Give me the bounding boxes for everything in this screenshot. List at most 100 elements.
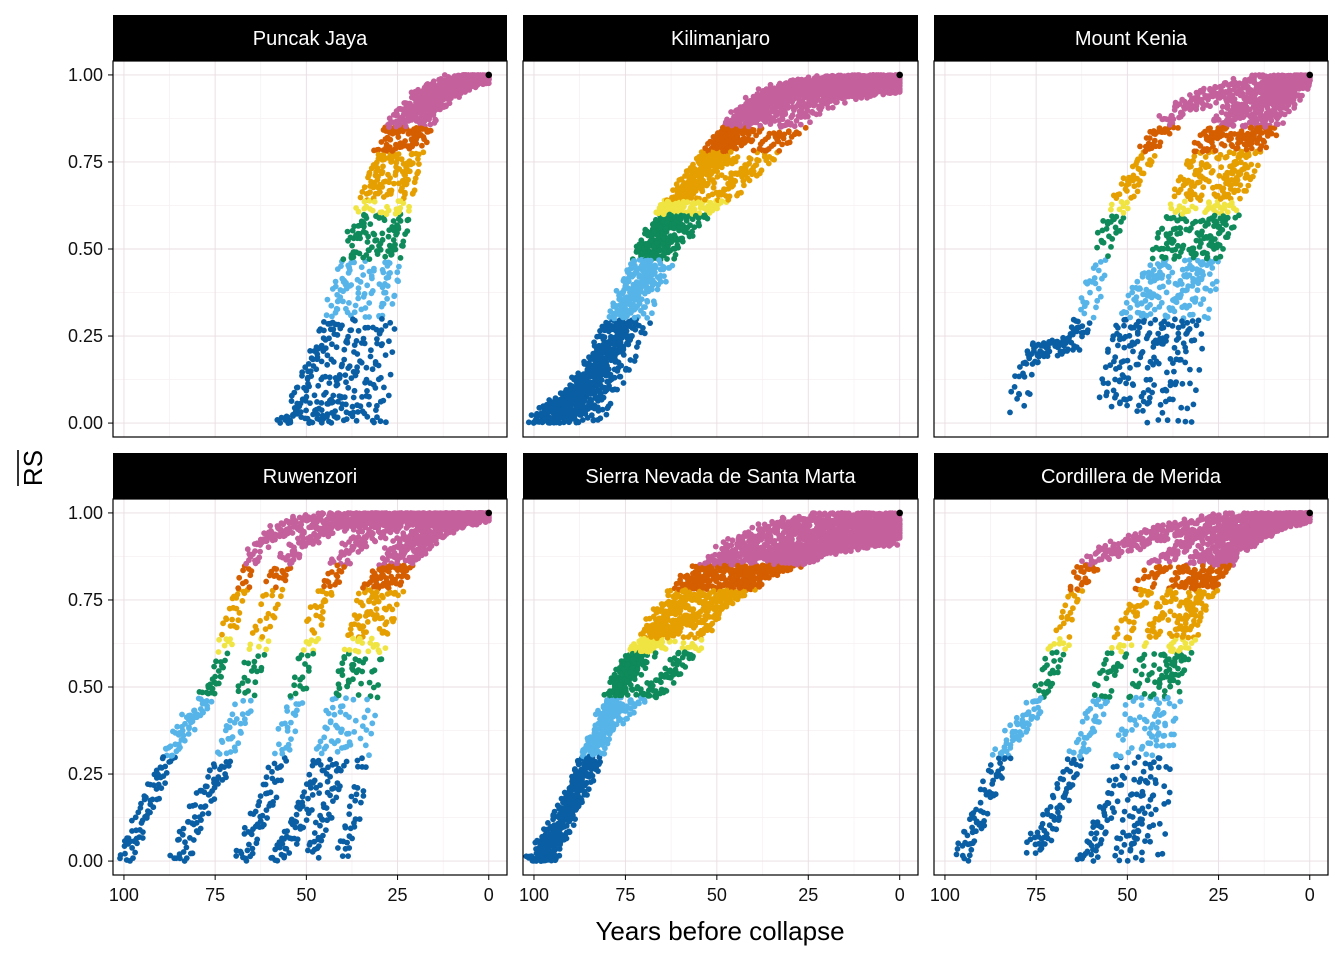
data-point [862, 82, 868, 88]
data-point [1182, 106, 1188, 112]
data-point [742, 136, 748, 142]
data-point [352, 388, 358, 394]
data-point [1137, 166, 1143, 172]
data-point [477, 73, 483, 79]
data-point [804, 107, 810, 113]
data-point [322, 374, 328, 380]
data-point [787, 139, 793, 145]
data-point [728, 149, 734, 155]
data-point [379, 316, 385, 322]
data-point [658, 273, 664, 279]
data-point [289, 398, 295, 404]
data-point [324, 414, 330, 420]
data-point [597, 349, 603, 355]
data-point [1109, 202, 1115, 208]
data-point [277, 420, 283, 426]
data-point [335, 382, 341, 388]
data-point [403, 123, 409, 129]
data-point [771, 157, 777, 163]
data-point [807, 119, 813, 125]
data-point [355, 296, 361, 302]
data-point [1046, 349, 1052, 355]
data-point [582, 410, 588, 416]
data-point [874, 78, 880, 84]
data-point [1251, 76, 1257, 82]
data-point [356, 209, 362, 215]
data-point [340, 299, 346, 305]
data-point [871, 92, 877, 98]
data-point [610, 300, 616, 306]
data-point [350, 404, 356, 410]
data-point [576, 419, 582, 425]
data-point [1085, 327, 1091, 333]
data-point [422, 95, 428, 101]
data-point [883, 84, 889, 90]
data-point [418, 119, 424, 125]
data-point [349, 243, 355, 249]
data-point [324, 362, 330, 368]
data-point [1091, 315, 1097, 321]
data-point [354, 418, 360, 424]
data-point [343, 379, 349, 385]
data-point [803, 90, 809, 96]
data-point [1070, 326, 1076, 332]
data-point [396, 208, 402, 214]
data-point [671, 226, 677, 232]
data-point [380, 284, 386, 290]
data-point [757, 123, 763, 129]
data-point [649, 310, 655, 316]
data-point [381, 301, 387, 307]
data-point [1217, 84, 1223, 90]
data-point [831, 95, 837, 101]
data-point [354, 338, 360, 344]
data-point [707, 176, 713, 182]
data-point [313, 366, 319, 372]
data-point [366, 300, 372, 306]
data-point [664, 256, 670, 262]
data-point [1007, 410, 1013, 416]
data-point [374, 160, 380, 166]
data-point [303, 388, 309, 394]
data-point [402, 192, 408, 198]
data-point [337, 373, 343, 379]
data-point [693, 213, 699, 219]
data-point [644, 287, 650, 293]
data-point [326, 380, 332, 386]
data-point [811, 103, 817, 109]
data-point [429, 104, 435, 110]
data-point [298, 409, 304, 415]
data-point [331, 359, 337, 365]
data-point [1147, 135, 1153, 141]
data-point [347, 363, 353, 369]
data-point [803, 125, 809, 131]
data-point [415, 88, 421, 94]
data-point [885, 90, 891, 96]
data-point [304, 394, 310, 400]
data-point [371, 268, 377, 274]
data-point [661, 211, 667, 217]
data-point [396, 151, 402, 157]
data-point [353, 232, 359, 238]
data-point [368, 347, 374, 353]
data-point [416, 129, 422, 135]
data-point [352, 249, 358, 255]
data-point [339, 364, 345, 370]
data-point [389, 349, 395, 355]
data-point [720, 148, 726, 154]
data-point [355, 277, 361, 283]
data-point [652, 301, 658, 307]
data-point [803, 80, 809, 86]
data-point [379, 342, 385, 348]
data-point [1092, 275, 1098, 281]
data-point [369, 244, 375, 250]
data-point [597, 415, 603, 421]
data-point [1055, 339, 1061, 345]
data-point [420, 149, 426, 155]
data-point [346, 270, 352, 276]
data-point [455, 87, 461, 93]
data-point [710, 169, 716, 175]
data-point [338, 287, 344, 293]
data-point [800, 98, 806, 104]
data-point [648, 258, 654, 264]
data-point [309, 355, 315, 361]
